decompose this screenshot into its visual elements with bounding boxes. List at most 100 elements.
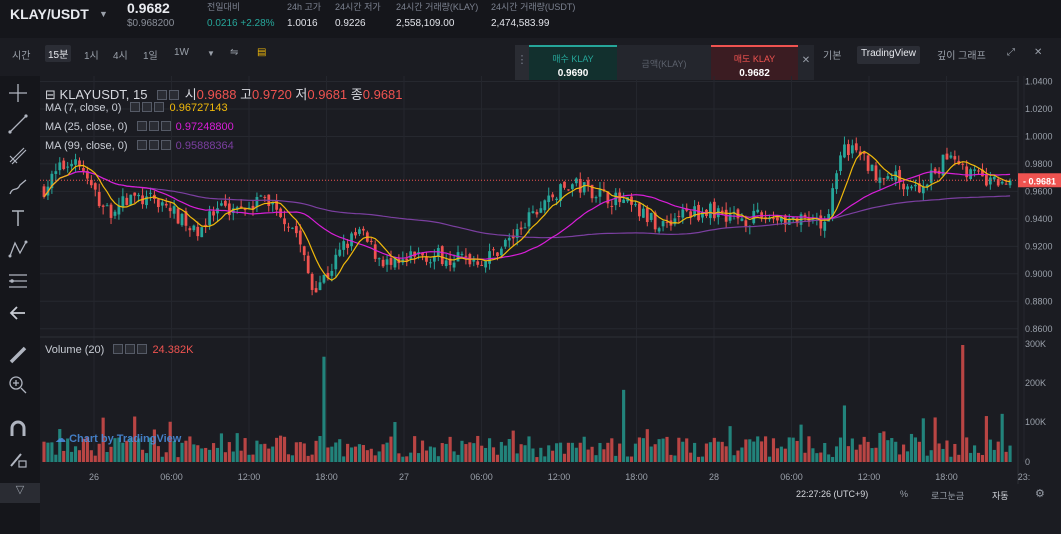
candle-body — [350, 233, 353, 247]
candle-body — [843, 144, 846, 158]
view-depth[interactable]: 깊이 그래프 — [937, 51, 986, 62]
volume-legend: Volume (20) 24.382K — [45, 344, 193, 356]
volume-bar — [361, 445, 365, 462]
amount-input[interactable]: 금액(KLAY) — [617, 45, 711, 80]
volume-bar — [791, 437, 795, 462]
volume-bar — [689, 452, 693, 462]
interval-4h[interactable]: 4시 — [113, 51, 128, 62]
sell-button[interactable]: 매도 KLAY 0.9682 — [711, 45, 798, 80]
eye-icon[interactable] — [136, 121, 147, 131]
interval-15m[interactable]: 15분 — [45, 45, 72, 62]
stat-label: 24시간 저가 — [335, 2, 381, 12]
ruler-icon[interactable] — [7, 344, 29, 366]
brush-icon[interactable] — [7, 176, 29, 198]
pair-selector[interactable]: KLAY/USDT — [10, 6, 89, 22]
volume-bar — [598, 442, 602, 462]
zoom-in-icon[interactable] — [7, 374, 29, 396]
close-icon[interactable] — [160, 140, 171, 150]
volume-bar — [807, 436, 811, 462]
candle-body — [66, 166, 70, 168]
drag-handle-icon[interactable]: ⋮ — [515, 45, 529, 80]
arrow-left-icon[interactable] — [7, 302, 29, 324]
close-icon[interactable] — [154, 102, 165, 112]
volume-bar — [271, 446, 275, 462]
settings-icon[interactable] — [125, 344, 136, 354]
interval-1w[interactable]: 1W — [174, 47, 189, 58]
measure-icon[interactable] — [7, 270, 29, 292]
candle-body — [259, 195, 263, 197]
trendline-icon[interactable] — [7, 113, 29, 135]
candle-body — [369, 240, 373, 242]
pitchfork-icon[interactable] — [7, 144, 29, 166]
auto-scale-toggle[interactable]: 자동 — [992, 491, 1009, 501]
volume-bar — [641, 438, 645, 462]
volume-bar — [937, 443, 941, 462]
interval-1h[interactable]: 1시 — [84, 51, 99, 62]
ma7-value: 0.96727143 — [169, 102, 228, 114]
settings-icon[interactable] — [142, 102, 153, 112]
legend-collapse-icon[interactable]: ⊟ — [45, 87, 56, 102]
volume-bar — [420, 440, 425, 462]
view-tradingview[interactable]: TradingView — [857, 46, 921, 64]
pattern-icon[interactable] — [7, 238, 29, 260]
text-icon[interactable] — [7, 207, 29, 229]
candle-body — [929, 170, 933, 183]
settings-icon[interactable] — [148, 140, 159, 150]
eye-icon[interactable] — [113, 344, 124, 354]
percent-toggle[interactable]: % — [900, 489, 909, 499]
collapse-toolbar-button[interactable]: ▽ — [0, 483, 40, 503]
eye-icon[interactable] — [130, 102, 141, 112]
volume-bar — [673, 455, 677, 462]
gear-icon[interactable]: ⚙ — [1035, 488, 1045, 500]
volume-bar — [491, 447, 496, 462]
volume-bar — [428, 446, 432, 462]
volume-bar — [594, 455, 598, 462]
candle-body — [421, 252, 424, 256]
volume-bar — [70, 451, 74, 462]
buy-button[interactable]: 매수 KLAY 0.9690 — [529, 45, 617, 80]
volume-bar — [535, 457, 539, 462]
volume-bar — [827, 454, 831, 462]
candle-body — [496, 252, 499, 256]
candle-body — [661, 221, 665, 227]
settings-icon[interactable] — [148, 121, 159, 131]
lock-drawing-icon[interactable] — [7, 448, 29, 470]
candle-body — [239, 206, 243, 208]
volume-bar — [417, 453, 421, 462]
volume-bar — [452, 451, 456, 462]
magnet-icon[interactable] — [7, 418, 29, 440]
volume-bar — [219, 433, 224, 462]
interval-1d[interactable]: 1일 — [143, 51, 158, 62]
eye-icon[interactable] — [157, 90, 168, 100]
volume-bar — [369, 448, 373, 462]
candle-body — [362, 228, 365, 231]
time-tick-label: 26 — [89, 472, 99, 482]
tradingview-watermark: ☁ Chart by TradingView — [55, 432, 181, 445]
candle-body — [953, 156, 957, 160]
candle-body — [649, 213, 653, 220]
close-icon[interactable] — [160, 121, 171, 131]
time-tick-label: 27 — [399, 472, 409, 482]
chevron-down-icon[interactable]: ▼ — [207, 49, 215, 58]
volume-bar — [898, 454, 902, 462]
settings-sliders-icon[interactable]: ⇋ — [230, 47, 239, 58]
close-icon[interactable] — [137, 344, 148, 354]
view-basic[interactable]: 기본 — [823, 51, 842, 62]
indicators-icon[interactable]: ▤ — [257, 47, 267, 58]
volume-bar — [255, 440, 259, 462]
time-tick-label: 23: — [1018, 472, 1031, 482]
volume-bar — [819, 452, 823, 462]
crosshair-icon[interactable] — [7, 82, 29, 104]
candle-body — [334, 254, 338, 270]
candle-body — [551, 194, 555, 198]
close-icon[interactable]: ✕ — [798, 45, 814, 80]
expand-icon[interactable]: ⤢ — [1007, 47, 1015, 58]
volume-bar — [314, 440, 318, 462]
log-scale-toggle[interactable]: 로그눈금 — [931, 491, 965, 501]
close-icon[interactable]: ✕ — [1034, 47, 1043, 58]
ma25-legend: MA (25, close, 0) 0.97248800 — [45, 121, 234, 133]
eye-icon[interactable] — [136, 140, 147, 150]
chevron-down-icon[interactable]: ▼ — [99, 9, 108, 19]
settings-icon[interactable] — [169, 90, 180, 100]
